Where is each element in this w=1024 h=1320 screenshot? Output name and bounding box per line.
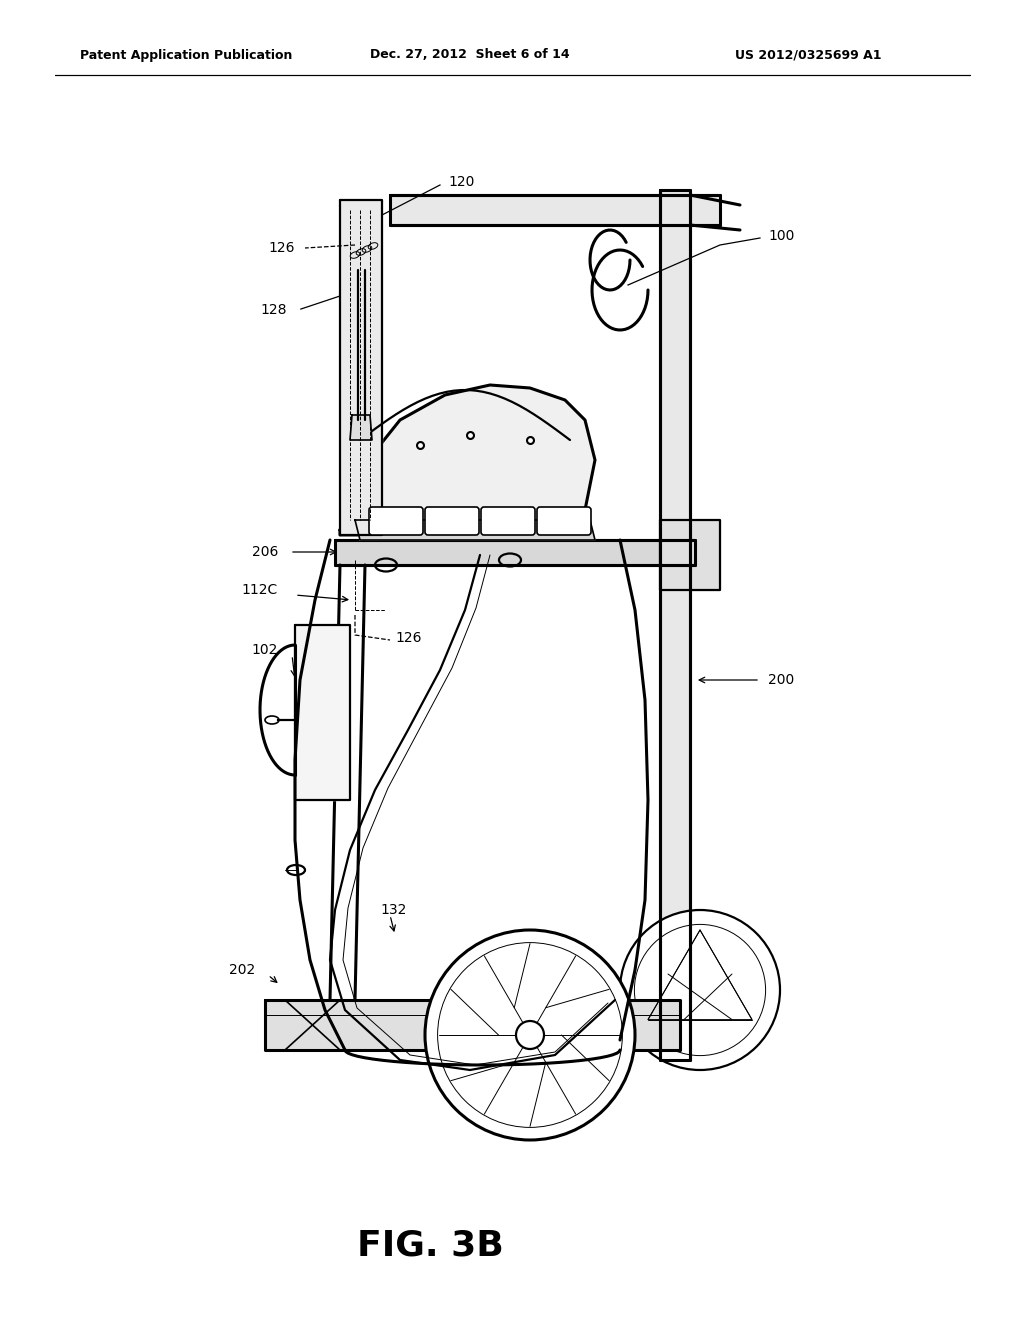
Polygon shape [390,195,720,224]
Polygon shape [265,1001,680,1049]
Text: 100: 100 [768,228,795,243]
Text: Dec. 27, 2012  Sheet 6 of 14: Dec. 27, 2012 Sheet 6 of 14 [370,49,569,62]
Text: 132: 132 [380,903,407,917]
Text: 112B: 112B [490,469,526,482]
Text: 126: 126 [268,242,295,255]
Text: 206: 206 [252,545,278,558]
Text: 128: 128 [260,304,287,317]
Polygon shape [340,201,382,535]
Text: 200: 200 [768,673,795,686]
Text: US 2012/0325699 A1: US 2012/0325699 A1 [735,49,882,62]
Text: 120: 120 [449,176,474,189]
FancyBboxPatch shape [537,507,591,535]
Text: 112C: 112C [242,583,278,597]
FancyBboxPatch shape [369,507,423,535]
Polygon shape [340,385,595,535]
Polygon shape [335,540,695,565]
Text: Patent Application Publication: Patent Application Publication [80,49,293,62]
Text: 126: 126 [395,631,422,645]
Polygon shape [660,520,720,590]
Polygon shape [350,414,372,440]
Text: FIG. 3B: FIG. 3B [356,1228,504,1262]
Text: 122: 122 [415,483,441,498]
Circle shape [620,909,780,1071]
Text: 202: 202 [228,964,255,977]
Circle shape [425,931,635,1140]
Polygon shape [295,624,350,800]
Polygon shape [355,520,595,540]
FancyBboxPatch shape [425,507,479,535]
FancyBboxPatch shape [481,507,535,535]
Polygon shape [660,190,690,1060]
Text: 102: 102 [252,643,278,657]
Circle shape [516,1020,544,1049]
